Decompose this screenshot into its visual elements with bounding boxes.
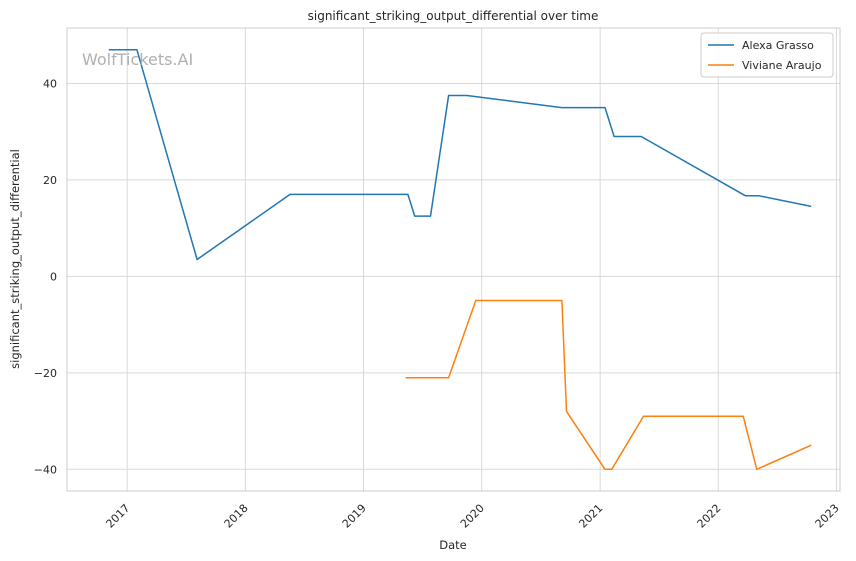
legend-label: Viviane Araujo — [742, 59, 822, 72]
legend-label: Alexa Grasso — [742, 39, 814, 52]
series-layer — [108, 48, 812, 471]
legend: Alexa Grasso Viviane Araujo — [700, 32, 834, 78]
x-tick-label: 2018 — [222, 502, 251, 531]
x-tick-label: 2019 — [340, 502, 369, 531]
x-tick-label: 2017 — [104, 502, 133, 531]
ticks: −40 −20 0 20 40 2017 2018 2019 2020 2021 2022 2023 — [34, 77, 842, 530]
x-axis-label: Date — [439, 538, 467, 552]
plot-frame — [66, 27, 841, 492]
y-tick-label: 20 — [43, 174, 57, 187]
y-axis-label: significant_striking_output_differential — [8, 149, 22, 369]
y-tick-label: −40 — [34, 463, 57, 476]
legend-box — [700, 32, 834, 78]
chart-title: significant_striking_output_differential… — [308, 9, 599, 23]
y-tick-label: 0 — [50, 270, 57, 283]
y-tick-label: −20 — [34, 367, 57, 380]
x-tick-label: 2023 — [813, 502, 842, 531]
grid — [67, 28, 840, 491]
x-tick-label: 2021 — [576, 502, 605, 531]
y-tick-label: 40 — [43, 77, 57, 90]
series-line-alexa-grasso — [108, 48, 812, 261]
x-tick-label: 2020 — [458, 502, 487, 531]
watermark: WolfTickets.AI — [82, 50, 193, 69]
x-tick-label: 2022 — [695, 502, 724, 531]
series-line-viviane-araujo — [405, 299, 812, 471]
